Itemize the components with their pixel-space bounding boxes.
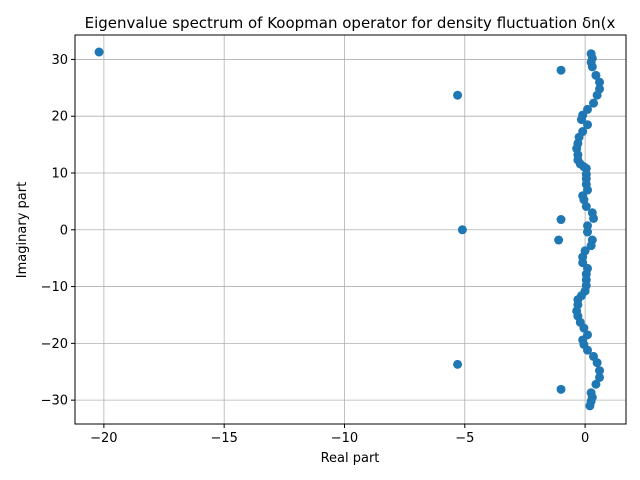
data-point (583, 227, 593, 237)
data-point (592, 358, 602, 368)
chart-title: Eigenvalue spectrum of Koopman operator … (85, 14, 616, 32)
data-point (592, 90, 602, 100)
data-point (589, 213, 599, 223)
x-tick-label: −5 (455, 431, 474, 446)
data-point (453, 90, 463, 100)
y-axis-label: Imaginary part (15, 182, 30, 278)
y-tick-label: 20 (51, 110, 68, 125)
data-point (556, 384, 566, 394)
y-tick-label: 30 (51, 53, 68, 68)
data-point (579, 195, 589, 205)
data-point (589, 98, 599, 108)
data-point (591, 379, 601, 389)
data-point (581, 202, 591, 212)
data-point (94, 47, 104, 57)
data-point (595, 77, 605, 87)
y-tick-label: 0 (60, 223, 68, 238)
y-tick-label: −30 (41, 394, 68, 409)
y-tick-label: 10 (51, 166, 68, 181)
data-point (453, 359, 463, 369)
y-axis-ticks: −30 −20 −10 0 10 20 30 (41, 53, 75, 409)
data-point (583, 221, 593, 231)
data-point (556, 215, 566, 225)
data-point (576, 115, 586, 125)
data-point (586, 241, 596, 251)
x-tick-label: −20 (90, 431, 117, 446)
x-axis-ticks: −20 −15 −10 −5 0 (90, 424, 589, 446)
x-axis-label: Real part (321, 451, 380, 466)
data-point (595, 366, 605, 376)
data-point (583, 345, 593, 355)
data-point (595, 372, 605, 382)
data-point (556, 65, 566, 75)
data-point (583, 120, 593, 130)
data-point (591, 70, 601, 80)
data-point (585, 401, 595, 411)
x-tick-label: −10 (331, 431, 358, 446)
data-point (457, 225, 467, 235)
y-tick-label: −10 (41, 280, 68, 295)
data-points (94, 47, 605, 411)
data-point (579, 323, 589, 333)
x-tick-label: 0 (581, 431, 589, 446)
data-point (587, 62, 597, 72)
data-point (554, 235, 564, 245)
y-tick-label: −20 (41, 337, 68, 352)
x-tick-label: −15 (210, 431, 237, 446)
